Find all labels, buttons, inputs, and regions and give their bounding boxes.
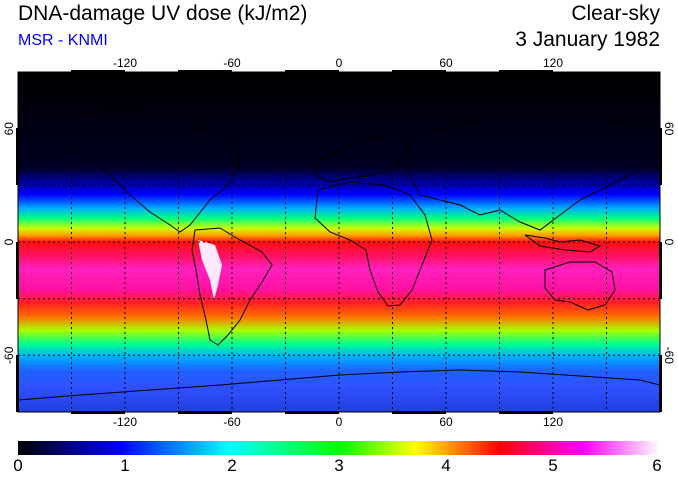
lat-tick-left: -60: [2, 346, 16, 364]
asia-outline: [404, 114, 660, 231]
condition-label: Clear-sky: [571, 2, 660, 25]
colorbar-label: 3: [334, 456, 344, 475]
lon-tick-top: -120: [113, 56, 137, 70]
lon-tick-top: 120: [543, 56, 563, 70]
continent-outlines: [18, 109, 660, 412]
lat-tick-left: 0: [2, 238, 16, 245]
south-america-outline: [191, 227, 273, 346]
lon-tick-bottom: 60: [439, 415, 453, 429]
colorbar-label: 4: [441, 456, 451, 475]
lat-tick-right: 60: [662, 122, 676, 136]
lat-tick-right: 0: [662, 239, 676, 246]
antarctica-outline: [18, 369, 660, 412]
colorbar: [18, 441, 660, 455]
graticule: [18, 72, 660, 412]
lat-tick-right: -60: [662, 347, 676, 365]
lon-tick-bottom: 120: [543, 415, 563, 429]
europe-outline: [314, 134, 411, 183]
lon-tick-bottom: -60: [223, 415, 241, 429]
frame-bars: [16, 70, 662, 414]
chart-title: DNA-damage UV dose (kJ/m2): [18, 2, 308, 25]
colorbar-label: 2: [227, 456, 237, 475]
date-label: 3 January 1982: [515, 28, 660, 51]
indonesia-outline: [524, 234, 602, 253]
lon-tick-top: 0: [336, 56, 343, 70]
lat-tick-left: 60: [2, 122, 16, 136]
colorbar-label: 1: [120, 456, 130, 475]
australia-outline: [544, 261, 616, 311]
colorbar-label: 6: [652, 456, 662, 475]
lon-tick-top: -60: [223, 56, 241, 70]
lon-tick-top: 60: [439, 56, 453, 70]
africa-outline: [314, 181, 433, 307]
source-label: MSR - KNMI: [18, 32, 108, 49]
andes-highlight: [198, 240, 222, 300]
north-america-outline: [54, 109, 241, 233]
colorbar-label: 0: [13, 456, 23, 475]
lon-tick-bottom: -120: [113, 415, 137, 429]
lon-tick-bottom: 0: [336, 415, 343, 429]
colorbar-label: 5: [548, 456, 558, 475]
